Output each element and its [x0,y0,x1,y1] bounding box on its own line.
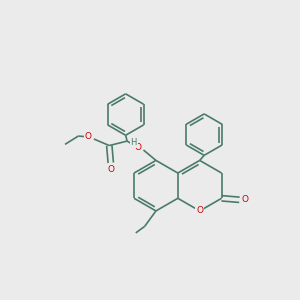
Text: O: O [196,206,203,215]
Text: O: O [242,195,249,204]
Text: O: O [107,165,114,174]
Text: H: H [130,138,137,147]
Text: O: O [84,132,92,141]
Text: O: O [135,143,142,152]
